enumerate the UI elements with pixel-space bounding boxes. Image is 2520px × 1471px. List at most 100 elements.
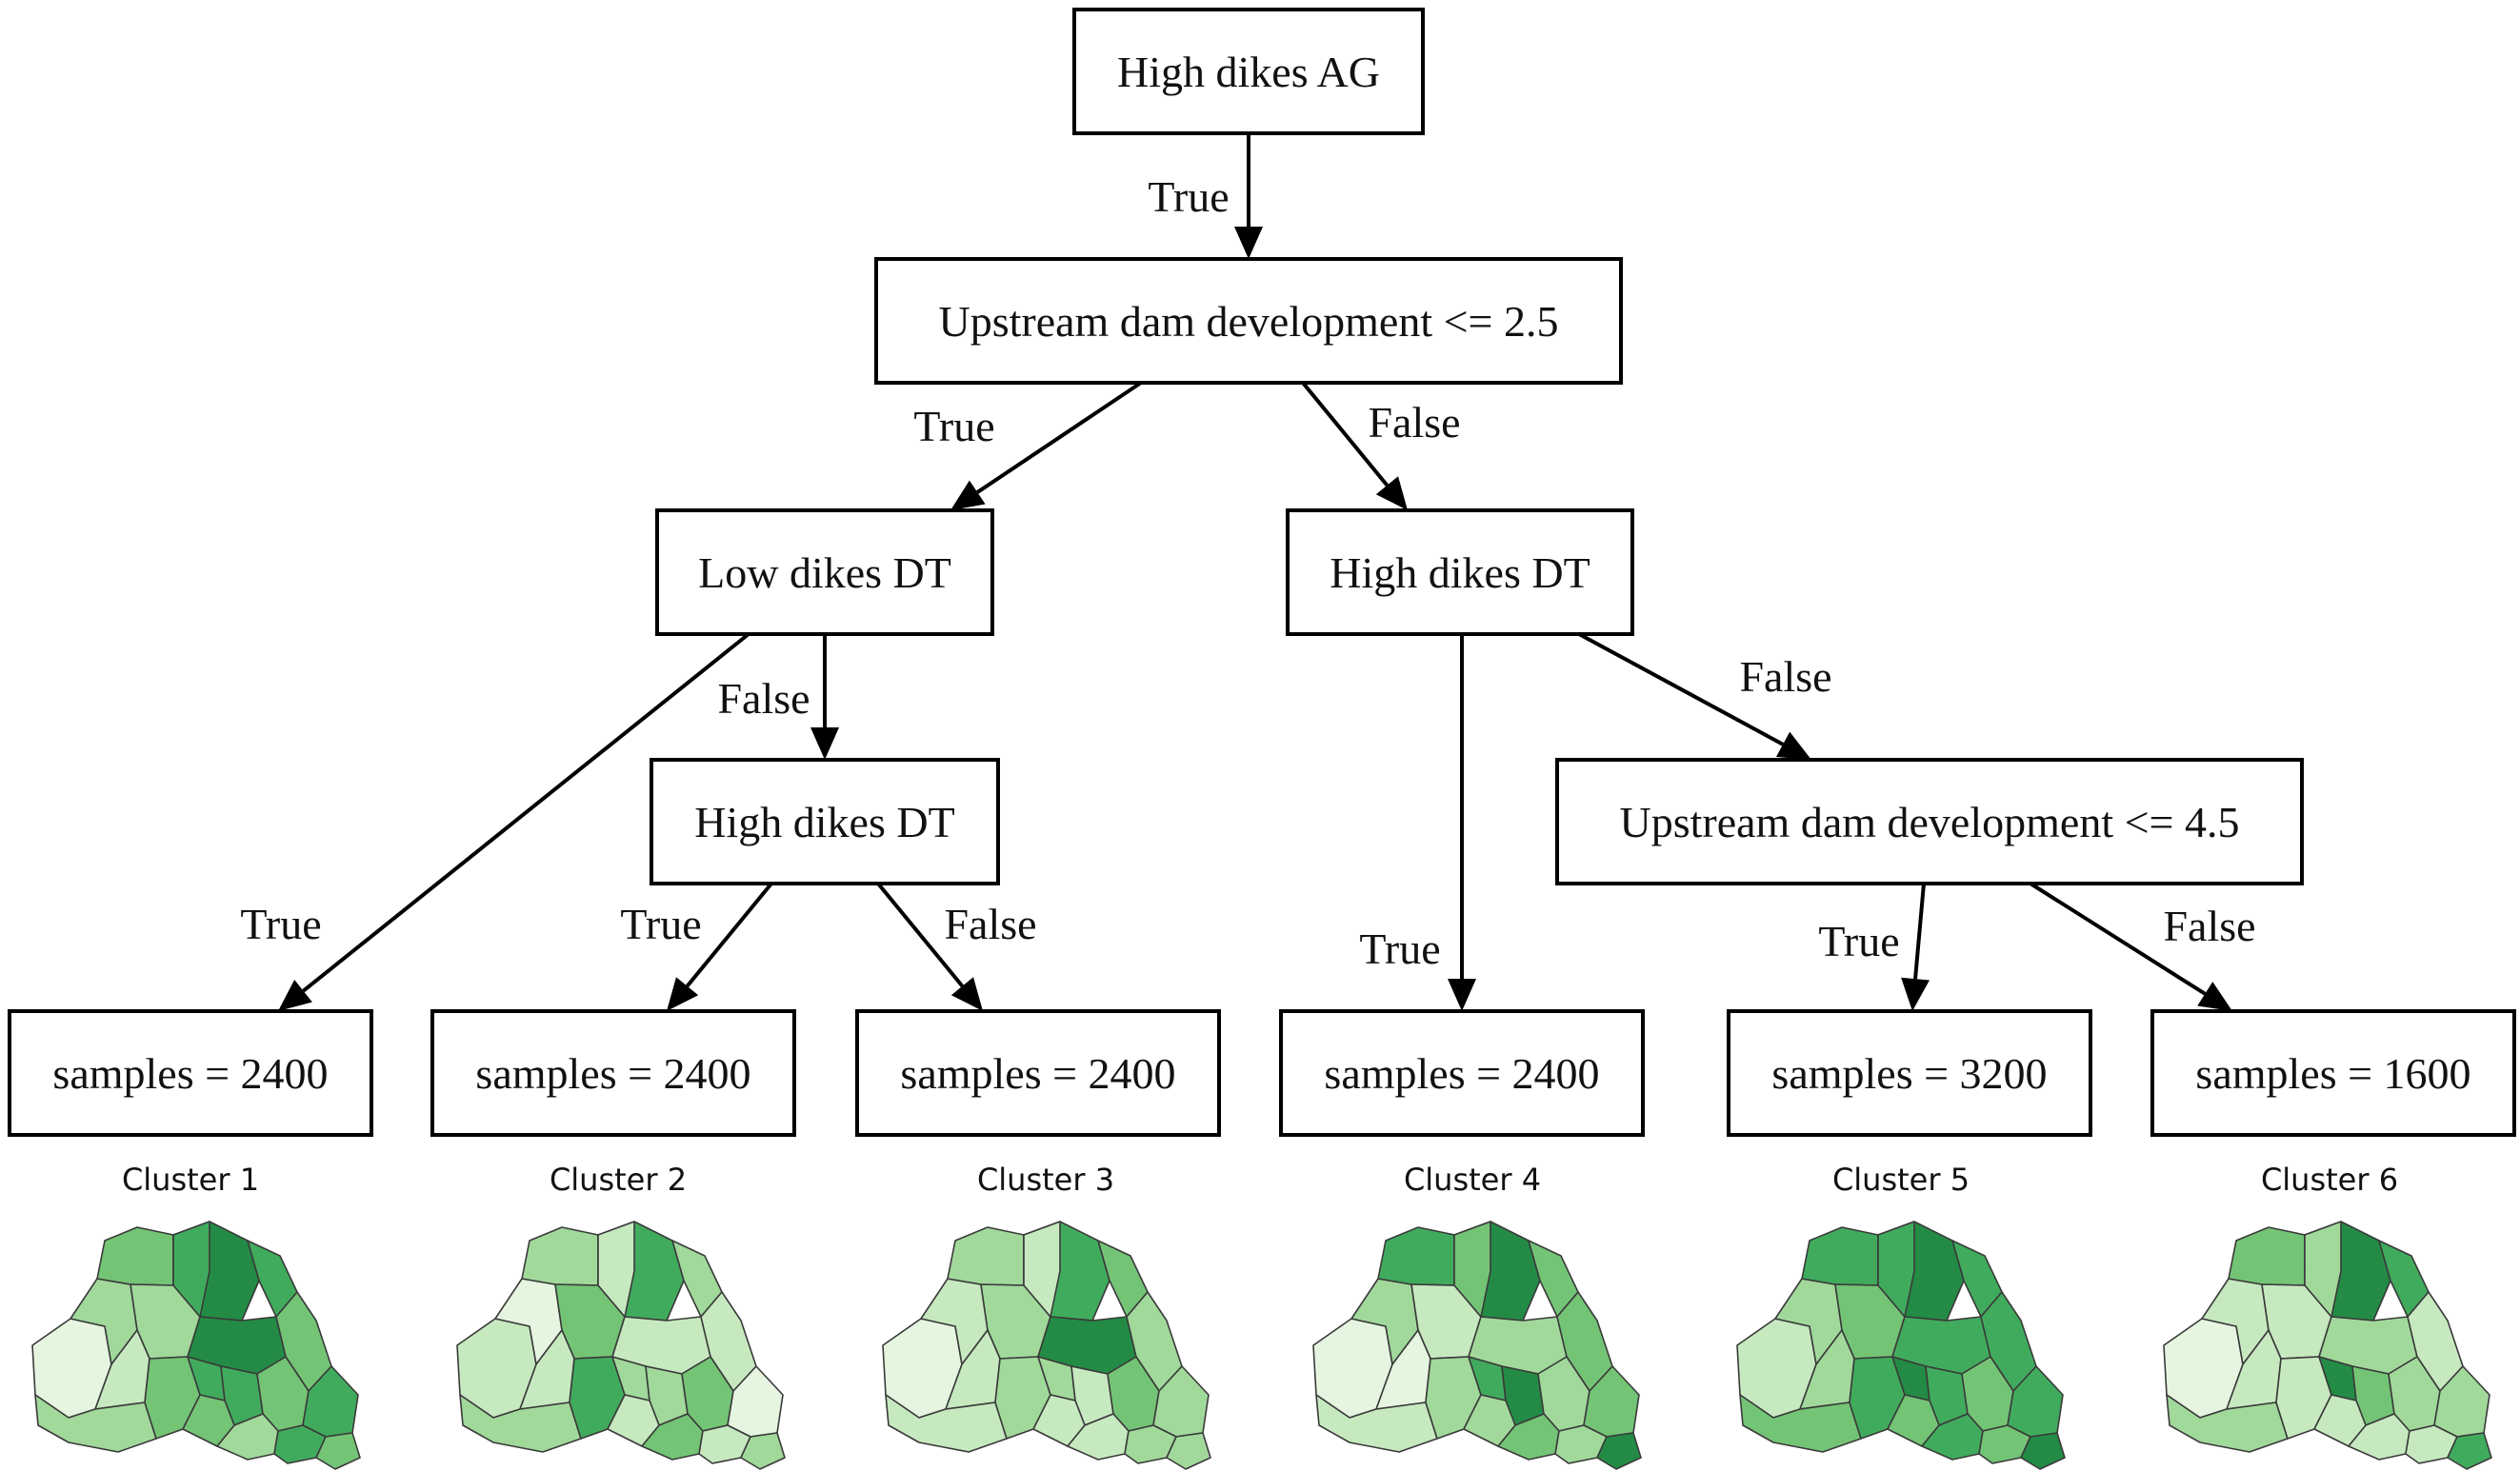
arrowhead [950, 480, 986, 510]
edge-label: True [240, 900, 321, 948]
decision-node-dam45: Upstream dam development <= 4.5 [1555, 758, 2304, 885]
edge-highdt_l-leaf2: True [620, 882, 773, 1011]
cluster-map [2163, 1221, 2492, 1470]
edge-highdt_r-leaf4: True [1359, 634, 1476, 1011]
edge-label: False [944, 900, 1036, 948]
edge-line [976, 381, 1143, 494]
leaf-node-leaf4: samples = 2400 [1279, 1009, 1645, 1137]
node-box [1286, 508, 1634, 636]
node-box [1727, 1009, 2092, 1137]
map-region [521, 1226, 599, 1286]
node-label: samples = 2400 [1324, 1049, 1599, 1098]
cluster-map [1312, 1221, 1642, 1470]
node-box [874, 257, 1623, 385]
edge-dam25-highdt_r: False [1301, 381, 1461, 510]
map-region [1801, 1226, 1879, 1286]
arrowhead [1775, 731, 1811, 760]
node-label: Upstream dam development <= 4.5 [1619, 798, 2239, 846]
node-box [430, 1009, 796, 1137]
edge-label: False [1739, 652, 1831, 701]
edge-label: False [2163, 902, 2255, 950]
arrowhead [667, 977, 699, 1011]
arrowhead [2197, 982, 2232, 1011]
node-label: samples = 3200 [1771, 1049, 2047, 1098]
edges-layer: True True False True False True False True False… [240, 133, 2256, 1011]
edge-line [1301, 381, 1389, 487]
node-label: High dikes DT [694, 798, 954, 846]
map-region [1877, 1221, 1915, 1318]
node-label: samples = 1600 [2195, 1049, 2470, 1098]
leaf-node-leaf3: samples = 2400 [855, 1009, 1221, 1137]
cluster-title: Cluster 5 [1832, 1162, 1970, 1198]
edge-line [302, 632, 750, 993]
node-label: samples = 2400 [52, 1049, 328, 1098]
node-label: Low dikes DT [698, 548, 951, 597]
cluster-6: Cluster 6 [2163, 1162, 2492, 1470]
edge-highdt_l-leaf3: False [876, 882, 1037, 1011]
node-box [650, 758, 1000, 885]
edge-dam25-lowdt: True [913, 381, 1143, 510]
map-region [2020, 1432, 2066, 1470]
map-region [96, 1226, 174, 1286]
map-region [740, 1432, 786, 1470]
cluster-3: Cluster 3 [882, 1162, 1211, 1470]
cluster-map [1736, 1221, 2066, 1470]
decision-node-lowdt: Low dikes DT [655, 508, 994, 636]
arrowhead [1375, 476, 1408, 510]
node-label: High dikes AG [1117, 48, 1380, 96]
arrowhead [1234, 227, 1263, 259]
cluster-map [31, 1221, 361, 1470]
edge-highdt_r-dam45: False [1578, 632, 1832, 760]
edge-label: False [717, 674, 810, 723]
map-region [2228, 1226, 2306, 1286]
edge-root-dam25: True [1148, 133, 1263, 259]
cluster-4: Cluster 4 [1312, 1162, 1642, 1470]
node-label: High dikes DT [1330, 548, 1590, 597]
map-region [1166, 1432, 1211, 1470]
cluster-2: Cluster 2 [456, 1162, 786, 1470]
node-box [855, 1009, 1221, 1137]
leaf-node-leaf5: samples = 3200 [1727, 1009, 2092, 1137]
edge-line [686, 882, 773, 987]
edge-line [2029, 882, 2207, 996]
edge-line [876, 882, 964, 987]
nodes-layer: High dikes AG Upstream dam development <=… [8, 8, 2516, 1137]
node-box [2150, 1009, 2516, 1137]
map-region [315, 1432, 361, 1470]
node-label: samples = 2400 [900, 1049, 1175, 1098]
leaf-node-leaf6: samples = 1600 [2150, 1009, 2516, 1137]
map-region [1596, 1432, 1642, 1470]
decision-node-highdt_r: High dikes DT [1286, 508, 1634, 636]
edge-line [1913, 883, 1926, 980]
edge-label: True [1818, 917, 1899, 965]
edge-label: True [1148, 172, 1229, 221]
arrowhead [1448, 979, 1476, 1011]
node-label: Upstream dam development <= 2.5 [938, 297, 1558, 346]
edge-dam45-leaf5: True [1818, 883, 1930, 1011]
decision-node-dam25: Upstream dam development <= 2.5 [874, 257, 1623, 385]
cluster-map [882, 1221, 1211, 1470]
node-box [1279, 1009, 1645, 1137]
map-region [1453, 1221, 1491, 1318]
edge-lowdt-highdt_l: False [717, 634, 839, 760]
cluster-1: Cluster 1 [31, 1162, 361, 1470]
map-region [1023, 1221, 1061, 1318]
arrowhead [278, 980, 312, 1011]
cluster-5: Cluster 5 [1736, 1162, 2066, 1470]
node-label: samples = 2400 [475, 1049, 750, 1098]
node-box [1555, 758, 2304, 885]
edge-label: True [1359, 924, 1440, 973]
cluster-title: Cluster 6 [2261, 1162, 2398, 1198]
map-region [2304, 1221, 2342, 1318]
decision-node-highdt_l: High dikes DT [650, 758, 1000, 885]
edge-label: True [620, 900, 701, 948]
cluster-title: Cluster 3 [977, 1162, 1114, 1198]
map-region [597, 1221, 635, 1318]
leaf-node-leaf1: samples = 2400 [8, 1009, 373, 1137]
map-region [172, 1221, 210, 1318]
edge-line [1578, 632, 1785, 746]
leaf-node-leaf2: samples = 2400 [430, 1009, 796, 1137]
cluster-title: Cluster 2 [550, 1162, 687, 1198]
arrowhead [1901, 977, 1930, 1011]
